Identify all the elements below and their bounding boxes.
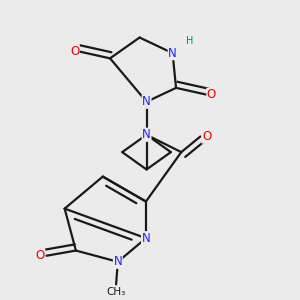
Text: N: N — [142, 128, 151, 141]
Text: N: N — [142, 232, 150, 245]
Text: H: H — [186, 36, 193, 46]
Text: O: O — [70, 45, 79, 58]
Text: O: O — [35, 249, 45, 262]
Text: O: O — [207, 88, 216, 101]
Text: N: N — [113, 255, 122, 268]
Text: N: N — [168, 46, 177, 60]
Text: O: O — [202, 130, 211, 143]
Text: CH₃: CH₃ — [106, 287, 126, 297]
Text: N: N — [142, 95, 151, 108]
